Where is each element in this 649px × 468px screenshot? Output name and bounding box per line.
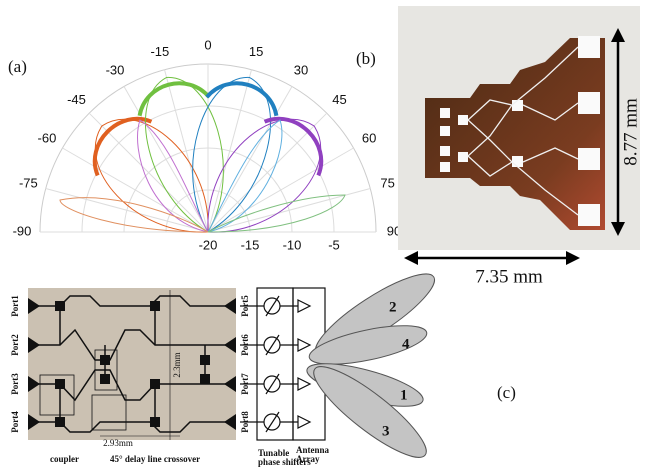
- angle-tick-label: -90: [13, 223, 32, 238]
- port-label: Port3: [10, 373, 20, 395]
- radial-tick-label: -15: [241, 237, 260, 252]
- port-label: Port6: [240, 334, 250, 356]
- caption: phase shifters: [258, 457, 311, 467]
- spoke: [164, 69, 209, 233]
- port-label: Port2: [10, 334, 20, 356]
- angle-tick-label: 75: [380, 175, 394, 190]
- port-label: Port8: [240, 411, 250, 433]
- caption: Tunable: [258, 448, 289, 458]
- angle-tick-label: -30: [106, 62, 125, 77]
- port-label: Port4: [10, 411, 20, 433]
- port-label: Port1: [10, 295, 20, 317]
- angle-tick-label: -60: [38, 130, 57, 145]
- height-label: 8.77 mm: [620, 98, 641, 166]
- angle-tick-label: -15: [150, 44, 169, 59]
- caption: Array: [296, 454, 320, 464]
- dim-label: 2.93mm: [103, 438, 133, 448]
- spoke: [62, 147, 209, 233]
- arrow-heads: [404, 28, 625, 265]
- radial-tick-label: -5: [328, 237, 340, 252]
- angle-tick-label: -75: [19, 175, 38, 190]
- dim-label: 2.3mm: [172, 352, 182, 377]
- caption: coupler: [50, 454, 79, 464]
- angle-tick-label: -45: [67, 92, 86, 107]
- spoke: [207, 69, 252, 233]
- spoke: [207, 147, 354, 233]
- port-label: Port7: [240, 373, 250, 395]
- spoke: [207, 86, 293, 233]
- caption: Antenna: [296, 445, 330, 455]
- radial-tick-label: -20: [199, 237, 218, 252]
- radial-tick-label: -10: [283, 237, 302, 252]
- port-labels: Port1 Port2 Port3 Port4 Port5 Port6 Port7 Port8: [10, 295, 250, 433]
- spoke: [45, 188, 209, 233]
- caption: 45° delay line crossover: [110, 454, 200, 464]
- angle-tick-label: 15: [249, 44, 263, 59]
- angle-tick-label: 90: [387, 223, 401, 238]
- pcb-photo: [398, 6, 640, 250]
- butler-matrix: [28, 273, 436, 458]
- panel-label: (a): [8, 57, 27, 76]
- dimension-arrows: [414, 38, 620, 260]
- panel-label: (c): [497, 383, 516, 402]
- spoke: [207, 188, 371, 233]
- width-label: 7.35 mm: [475, 266, 543, 287]
- beam-number: 1: [400, 387, 408, 403]
- beam-number: 4: [402, 336, 410, 352]
- beam-number: 2: [389, 299, 397, 315]
- panel-label: (b): [356, 49, 376, 68]
- angle-tick-label: 60: [362, 130, 376, 145]
- polar-plot: -20 -15 -10 -5 -90 -75 -60 -45 -30 -15 0 15 30 45 60 75…: [13, 37, 402, 252]
- angle-tick-label: 0: [204, 37, 211, 52]
- port-label: Port5: [240, 295, 250, 317]
- beam-number: 3: [382, 423, 390, 439]
- angle-tick-label: 30: [294, 62, 308, 77]
- angle-tick-label: 45: [332, 92, 346, 107]
- beam-patterns: [59, 76, 346, 233]
- spoke: [123, 86, 209, 233]
- beam-numbers: 2 4 1 3: [382, 299, 410, 439]
